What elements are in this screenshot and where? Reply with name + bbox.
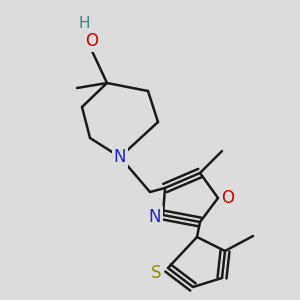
Text: S: S bbox=[151, 264, 161, 282]
Text: O: O bbox=[221, 189, 235, 207]
Text: H: H bbox=[78, 16, 90, 31]
Text: N: N bbox=[114, 148, 126, 166]
Text: N: N bbox=[149, 208, 161, 226]
Text: O: O bbox=[85, 32, 98, 50]
